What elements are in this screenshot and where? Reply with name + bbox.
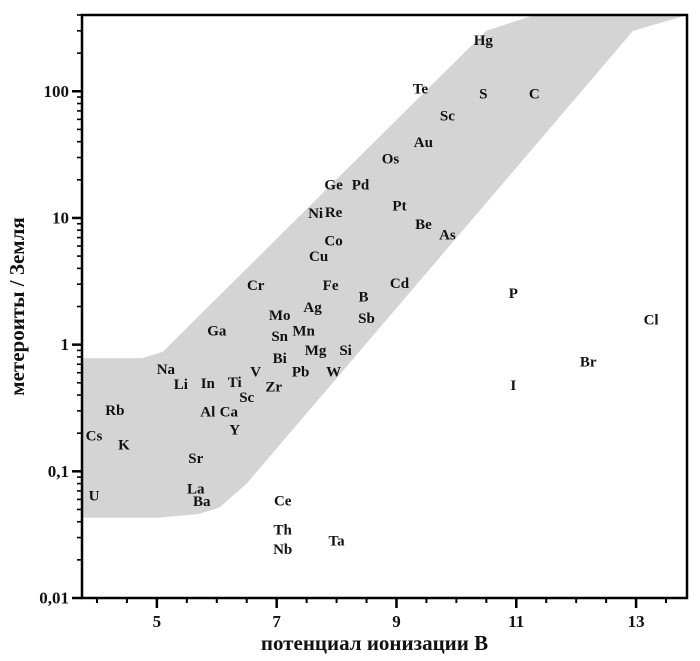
point-fe: Fe (323, 278, 339, 294)
point-cd: Cd (390, 276, 410, 292)
point-p: P (509, 286, 518, 302)
y-axis-title: метероиты / Земля (5, 217, 29, 395)
y-tick-label: 1 (61, 335, 70, 354)
y-tick-label: 0,1 (48, 462, 69, 481)
point-th: Th (274, 523, 293, 539)
x-axis-title: потенциал ионизации В (261, 631, 488, 655)
point-pb: Pb (292, 365, 310, 381)
point-i: I (510, 378, 516, 394)
point-re: Re (325, 205, 343, 221)
x-tick-label: 9 (392, 612, 401, 631)
x-tick-label: 13 (628, 612, 645, 631)
point-co: Co (324, 234, 342, 250)
point-ge: Ge (324, 178, 343, 194)
point-sr: Sr (188, 451, 203, 467)
point-na: Na (157, 362, 176, 378)
point-sb: Sb (358, 311, 375, 327)
point-sc: Sc (440, 109, 455, 125)
point-sn: Sn (271, 329, 288, 345)
point-u: U (89, 489, 100, 505)
point-zr: Zr (265, 379, 282, 395)
point-pt: Pt (392, 199, 406, 215)
point-cu: Cu (309, 249, 328, 265)
point-y: Y (229, 423, 240, 439)
point-os: Os (382, 151, 400, 167)
point-ta: Ta (329, 533, 346, 549)
point-bi: Bi (273, 351, 287, 367)
point-nb: Nb (273, 542, 292, 558)
point-ni: Ni (308, 206, 323, 222)
point-mo: Mo (269, 308, 291, 324)
y-tick-label: 0,01 (39, 589, 69, 608)
point-te: Te (413, 82, 429, 98)
x-tick-label: 7 (272, 612, 281, 631)
point-cr: Cr (247, 278, 265, 294)
y-axis-ticks: 0,01 0,1 1 10 100 (39, 14, 82, 608)
ratio-band (82, 15, 687, 518)
point-in: In (201, 376, 216, 392)
point-mn: Mn (292, 324, 315, 340)
point-al: Al (200, 405, 215, 421)
point-br: Br (580, 355, 597, 371)
point-rb: Rb (105, 403, 124, 419)
point-si: Si (339, 343, 352, 359)
point-mg: Mg (305, 343, 327, 359)
point-be: Be (415, 217, 432, 233)
point-ba: Ba (193, 494, 211, 510)
point-s: S (479, 87, 487, 103)
point-v: V (250, 365, 261, 381)
point-ga: Ga (207, 324, 227, 340)
point-ce: Ce (274, 493, 292, 509)
point-ca: Ca (220, 405, 239, 421)
point-la: La (187, 481, 205, 497)
point-au: Au (414, 135, 433, 151)
x-tick-label: 11 (508, 612, 524, 631)
point-w: W (326, 365, 341, 381)
ratio-band-area (82, 15, 687, 518)
point-ag: Ag (303, 300, 322, 316)
y-tick-label: 100 (44, 82, 70, 101)
point-sc: Sc (239, 390, 254, 406)
x-tick-label: 5 (153, 612, 162, 631)
point-c: C (529, 87, 540, 103)
point-li: Li (174, 377, 188, 393)
point-cl: Cl (644, 313, 659, 329)
point-k: K (118, 438, 130, 454)
point-hg: Hg (474, 33, 494, 49)
point-pd: Pd (352, 178, 370, 194)
point-ti: Ti (228, 375, 242, 391)
point-cs: Cs (86, 429, 103, 445)
x-axis-ticks: 5 7 9 11 13 (95, 598, 668, 631)
point-b: B (358, 290, 368, 306)
point-as: As (439, 227, 456, 243)
y-tick-label: 10 (52, 208, 69, 227)
